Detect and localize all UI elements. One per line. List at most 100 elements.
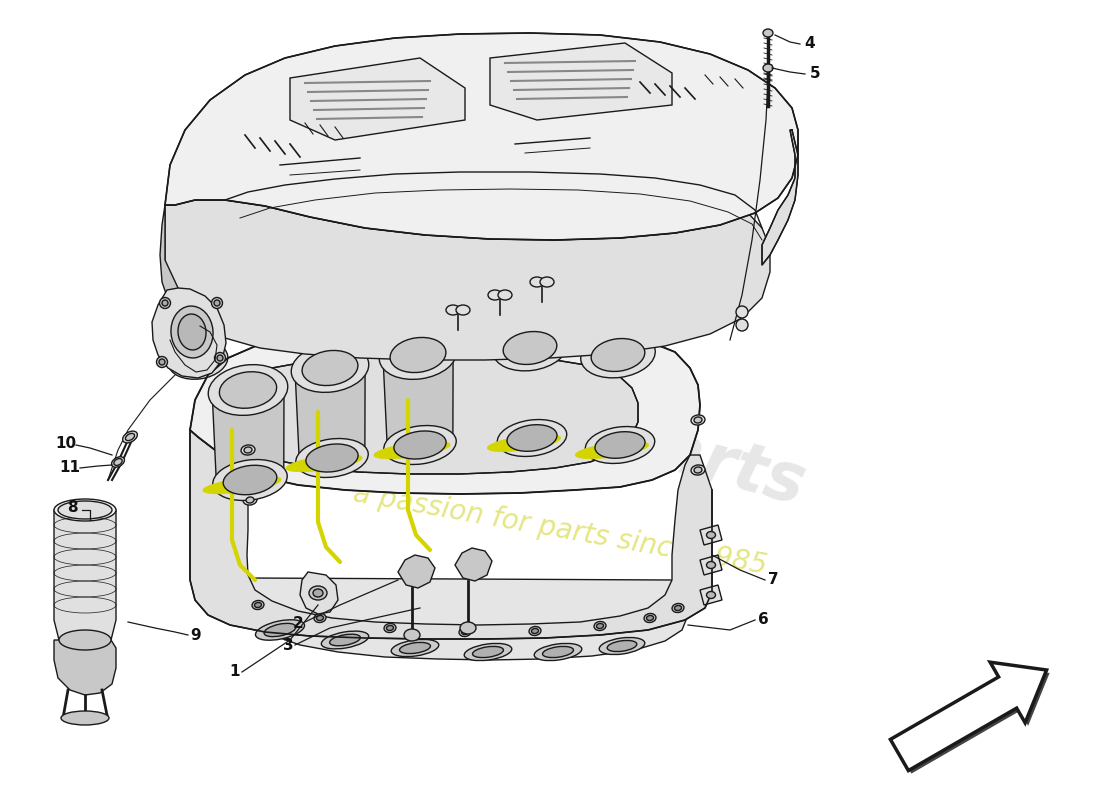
Ellipse shape (379, 330, 456, 379)
Ellipse shape (255, 620, 305, 640)
Polygon shape (893, 665, 1049, 774)
Text: 8: 8 (67, 501, 77, 515)
Ellipse shape (535, 643, 582, 661)
Ellipse shape (591, 338, 645, 371)
Ellipse shape (156, 357, 167, 367)
Ellipse shape (674, 606, 682, 610)
Ellipse shape (214, 300, 220, 306)
Ellipse shape (503, 331, 557, 365)
Polygon shape (54, 640, 116, 695)
Ellipse shape (647, 615, 653, 621)
Ellipse shape (302, 350, 358, 386)
Ellipse shape (374, 442, 450, 458)
Ellipse shape (394, 431, 447, 459)
Ellipse shape (60, 711, 109, 725)
Ellipse shape (59, 630, 111, 650)
Ellipse shape (585, 426, 654, 463)
Polygon shape (398, 555, 434, 588)
Polygon shape (160, 205, 200, 335)
Ellipse shape (208, 365, 288, 415)
Ellipse shape (286, 454, 362, 472)
Ellipse shape (596, 623, 604, 629)
Ellipse shape (314, 589, 323, 597)
Polygon shape (165, 33, 798, 240)
Ellipse shape (252, 601, 264, 610)
Ellipse shape (404, 629, 420, 641)
Polygon shape (762, 130, 798, 265)
Ellipse shape (459, 627, 471, 637)
Ellipse shape (600, 638, 645, 654)
Ellipse shape (217, 355, 223, 361)
Ellipse shape (113, 458, 122, 466)
Ellipse shape (58, 501, 112, 519)
Text: 9: 9 (190, 627, 201, 642)
Ellipse shape (581, 332, 656, 378)
Ellipse shape (317, 615, 323, 621)
Text: 2: 2 (293, 617, 304, 631)
Ellipse shape (122, 431, 138, 443)
Ellipse shape (488, 290, 502, 300)
Ellipse shape (292, 344, 368, 392)
Ellipse shape (314, 614, 326, 622)
Ellipse shape (446, 305, 460, 315)
Ellipse shape (763, 29, 773, 37)
Ellipse shape (487, 434, 561, 452)
Ellipse shape (202, 476, 282, 494)
Ellipse shape (464, 643, 512, 661)
Polygon shape (290, 58, 465, 140)
Polygon shape (890, 662, 1046, 770)
Text: 5: 5 (810, 66, 821, 82)
Ellipse shape (462, 630, 469, 634)
Ellipse shape (594, 622, 606, 630)
Ellipse shape (456, 305, 470, 315)
Ellipse shape (212, 459, 287, 501)
Ellipse shape (254, 602, 262, 607)
Ellipse shape (672, 603, 684, 613)
Ellipse shape (392, 639, 439, 657)
Ellipse shape (531, 629, 539, 634)
Ellipse shape (691, 415, 705, 425)
Ellipse shape (243, 495, 257, 505)
Ellipse shape (160, 298, 170, 309)
Ellipse shape (595, 432, 645, 458)
Text: 7: 7 (768, 573, 779, 587)
Ellipse shape (607, 641, 637, 651)
Polygon shape (190, 330, 700, 494)
Ellipse shape (530, 277, 544, 287)
Ellipse shape (694, 417, 702, 423)
Polygon shape (54, 510, 116, 640)
Ellipse shape (390, 338, 446, 373)
Ellipse shape (694, 467, 702, 473)
Polygon shape (383, 355, 453, 445)
Ellipse shape (399, 642, 430, 654)
Ellipse shape (125, 434, 134, 441)
Polygon shape (295, 368, 365, 458)
Text: e.u.ro.parts: e.u.ro.parts (367, 341, 813, 519)
Polygon shape (218, 356, 638, 474)
Polygon shape (455, 548, 492, 581)
Ellipse shape (386, 626, 394, 630)
Text: a passion for parts since 1985: a passion for parts since 1985 (351, 480, 769, 580)
Ellipse shape (160, 359, 165, 365)
Ellipse shape (168, 341, 228, 379)
Polygon shape (212, 390, 284, 480)
Polygon shape (165, 200, 770, 360)
Text: 11: 11 (59, 459, 80, 474)
Polygon shape (700, 525, 722, 545)
Ellipse shape (507, 425, 557, 451)
Text: 1: 1 (230, 665, 240, 679)
Ellipse shape (178, 314, 206, 350)
Text: 4: 4 (805, 37, 815, 51)
Polygon shape (700, 555, 722, 575)
Polygon shape (190, 430, 712, 639)
Ellipse shape (321, 631, 368, 649)
Ellipse shape (241, 445, 255, 455)
Polygon shape (700, 585, 722, 605)
Ellipse shape (246, 497, 254, 503)
Ellipse shape (111, 457, 124, 467)
Ellipse shape (54, 499, 116, 521)
Ellipse shape (219, 372, 276, 408)
Ellipse shape (763, 64, 773, 72)
Ellipse shape (498, 290, 512, 300)
Text: 3: 3 (283, 638, 294, 654)
